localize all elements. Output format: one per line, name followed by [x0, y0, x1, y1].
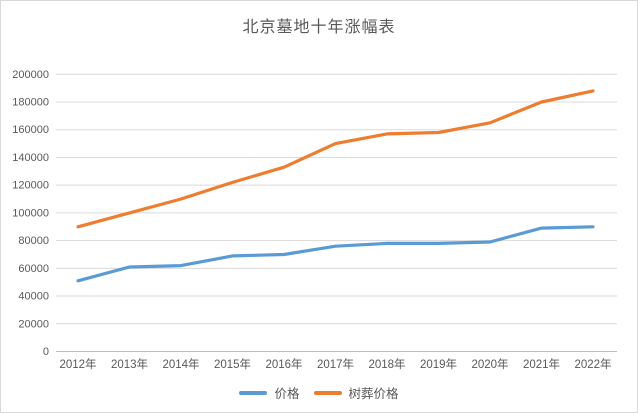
- series-line-1: [76, 89, 595, 229]
- legend-label-price: 价格: [274, 387, 300, 401]
- x-axis-tick-label: 2016年: [265, 357, 302, 371]
- y-axis-tick-label: 40000: [18, 291, 49, 303]
- legend-label-tree-burial-price: 树葬价格: [348, 387, 399, 401]
- legend-item-tree-burial-price: 树葬价格: [313, 383, 399, 402]
- y-axis-tick-label: 20000: [18, 318, 49, 330]
- x-axis-tick-label: 2019年: [420, 357, 457, 371]
- x-axis-tick-label: 2021年: [523, 357, 560, 371]
- x-axis-tick-label: 2015年: [214, 357, 251, 371]
- x-axis-tick-label: 2018年: [368, 357, 405, 371]
- y-axis-tick-label: 200000: [12, 69, 49, 81]
- legend-line-swatch-price-icon: [239, 390, 268, 395]
- y-axis-tick-label: 120000: [12, 180, 49, 192]
- y-axis-tick-label: 140000: [12, 152, 49, 164]
- legend-line-swatch-tree-burial-price-icon: [313, 390, 342, 395]
- x-axis-tick-label: 2012年: [59, 357, 96, 371]
- y-axis-tick-label: 100000: [12, 207, 49, 219]
- x-axis-tick-label: 2017年: [317, 357, 354, 371]
- y-axis-tick-label: 60000: [18, 263, 49, 275]
- x-axis-tick-label: 2014年: [162, 357, 199, 371]
- y-axis-tick-label: 0: [43, 346, 49, 358]
- x-axis-tick-label: 2013年: [111, 357, 148, 371]
- legend-item-price: 价格: [239, 383, 300, 402]
- x-axis-tick-label: 2020年: [471, 357, 508, 371]
- chart-title: 北京墓地十年涨幅表: [242, 17, 396, 36]
- chart-legend: 价格 树葬价格: [1, 383, 637, 402]
- y-axis-tick-label: 180000: [12, 97, 49, 109]
- y-axis-tick-label: 80000: [18, 235, 49, 247]
- x-axis-tick-label: 2022年: [574, 357, 611, 371]
- series-line-0: [76, 225, 595, 283]
- y-axis-tick-label: 160000: [12, 124, 49, 136]
